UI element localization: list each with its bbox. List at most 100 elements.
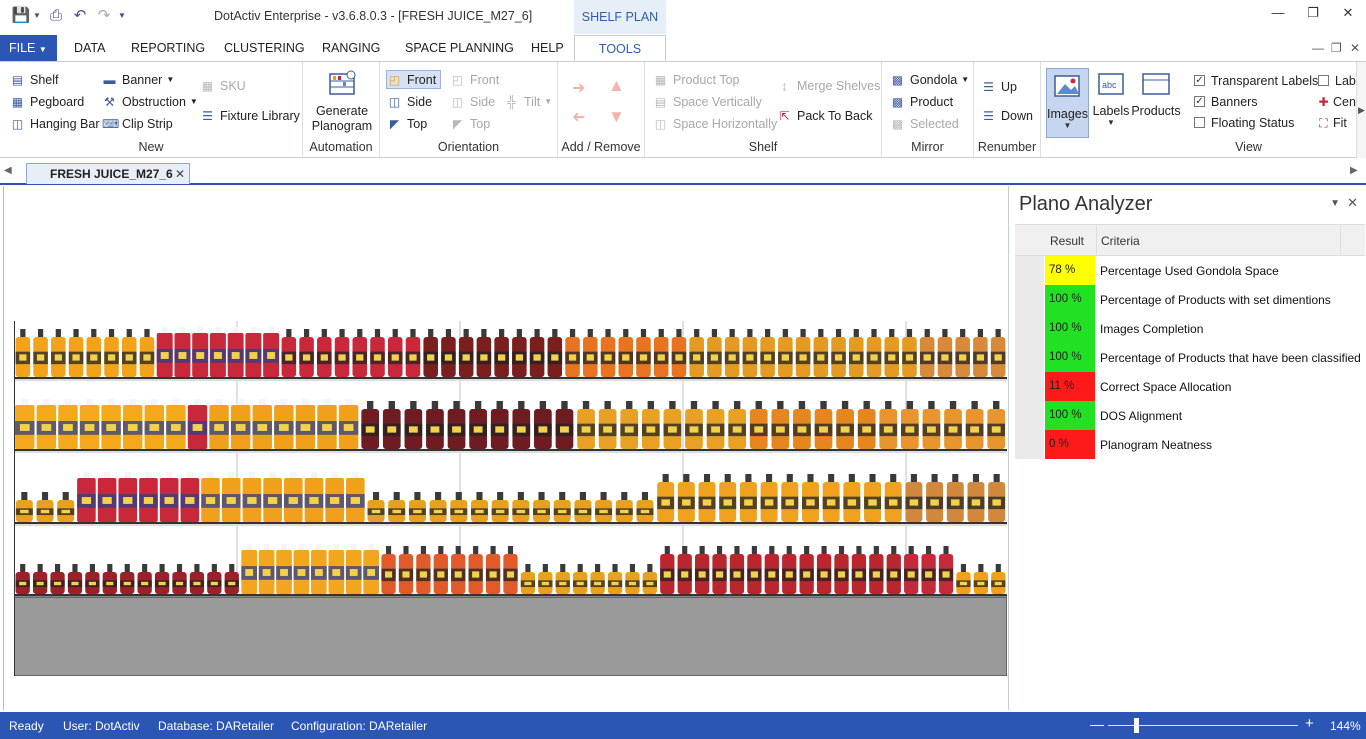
print-icon[interactable]: ⎙ bbox=[49, 6, 62, 24]
product[interactable] bbox=[416, 546, 431, 594]
product[interactable] bbox=[814, 401, 833, 449]
product[interactable] bbox=[441, 329, 456, 377]
header-result[interactable]: Result bbox=[1050, 234, 1085, 248]
product[interactable] bbox=[404, 401, 423, 449]
view-products-button[interactable]: Products bbox=[1131, 70, 1181, 118]
product[interactable] bbox=[781, 474, 799, 522]
product[interactable] bbox=[574, 492, 592, 522]
product[interactable] bbox=[534, 401, 552, 449]
document-tab[interactable]: FRESH JUICE_M27_6 ✕ bbox=[26, 163, 190, 184]
product[interactable] bbox=[869, 546, 884, 594]
product[interactable] bbox=[538, 564, 553, 594]
tab-space-planning[interactable]: SPACE PLANNING bbox=[405, 41, 514, 55]
product[interactable] bbox=[468, 546, 483, 594]
product[interactable] bbox=[851, 546, 867, 594]
product[interactable] bbox=[144, 399, 165, 449]
product[interactable] bbox=[938, 546, 954, 594]
product[interactable] bbox=[187, 399, 208, 449]
product[interactable] bbox=[15, 329, 31, 377]
product[interactable] bbox=[189, 564, 205, 594]
product[interactable] bbox=[712, 546, 727, 594]
product[interactable] bbox=[799, 546, 814, 594]
product[interactable] bbox=[476, 329, 492, 377]
product[interactable] bbox=[944, 401, 962, 449]
product[interactable] bbox=[258, 544, 275, 594]
analyzer-row[interactable]: 100 % Images Completion bbox=[1015, 314, 1365, 343]
product[interactable] bbox=[317, 399, 337, 449]
product[interactable] bbox=[172, 564, 187, 594]
product[interactable] bbox=[328, 544, 345, 594]
product[interactable] bbox=[764, 546, 779, 594]
product[interactable] bbox=[242, 472, 262, 522]
product[interactable] bbox=[760, 329, 775, 377]
product[interactable] bbox=[706, 401, 725, 449]
product[interactable] bbox=[58, 399, 78, 449]
product[interactable] bbox=[987, 401, 1006, 449]
product-top-button[interactable]: ▦ Product Top bbox=[653, 70, 740, 89]
fixture-library-button[interactable]: ☰ Fixture Library bbox=[200, 106, 300, 125]
product[interactable] bbox=[849, 329, 864, 377]
product[interactable] bbox=[879, 401, 898, 449]
product[interactable] bbox=[503, 546, 518, 594]
remove-down-icon[interactable]: ▼ bbox=[608, 107, 625, 126]
product[interactable] bbox=[512, 401, 531, 449]
product[interactable] bbox=[760, 474, 778, 522]
product[interactable] bbox=[956, 564, 971, 594]
product[interactable] bbox=[671, 329, 687, 377]
product[interactable] bbox=[902, 329, 917, 377]
merge-shelves-button[interactable]: ↨ Merge Shelves bbox=[777, 76, 881, 95]
add-right-icon[interactable]: ➜ bbox=[572, 80, 586, 97]
product[interactable] bbox=[192, 327, 209, 377]
product[interactable] bbox=[230, 399, 251, 449]
product-top-orient-button[interactable]: ◤ Top bbox=[450, 114, 490, 133]
product[interactable] bbox=[991, 564, 1006, 594]
product[interactable] bbox=[677, 546, 692, 594]
product[interactable] bbox=[209, 327, 226, 377]
product[interactable] bbox=[636, 329, 651, 377]
product[interactable] bbox=[904, 546, 919, 594]
product[interactable] bbox=[491, 492, 509, 522]
product[interactable] bbox=[955, 329, 970, 377]
product[interactable] bbox=[458, 329, 474, 377]
analyzer-row[interactable]: 100 % Percentage of Products with set dim… bbox=[1015, 285, 1365, 314]
new-pegboard-button[interactable]: ▦ Pegboard bbox=[10, 92, 84, 111]
product[interactable] bbox=[590, 564, 605, 594]
product[interactable] bbox=[689, 329, 704, 377]
mirror-product-button[interactable]: ▩ Product bbox=[890, 92, 953, 111]
product[interactable] bbox=[694, 546, 710, 594]
product[interactable] bbox=[433, 546, 448, 594]
product[interactable] bbox=[304, 472, 324, 522]
product[interactable] bbox=[946, 474, 964, 522]
product[interactable] bbox=[864, 474, 882, 522]
product[interactable] bbox=[886, 546, 901, 594]
product[interactable] bbox=[227, 327, 244, 377]
tab-help[interactable]: HELP bbox=[531, 41, 564, 55]
planogram-gondola[interactable] bbox=[14, 321, 1007, 676]
product[interactable] bbox=[139, 472, 158, 522]
minimize-icon[interactable]: — bbox=[1271, 5, 1285, 20]
product[interactable] bbox=[555, 401, 574, 449]
product[interactable] bbox=[555, 564, 570, 594]
product[interactable] bbox=[388, 492, 406, 522]
product[interactable] bbox=[485, 546, 501, 594]
product[interactable] bbox=[822, 474, 840, 522]
product[interactable] bbox=[660, 546, 675, 594]
product[interactable] bbox=[209, 399, 229, 449]
product[interactable] bbox=[311, 544, 327, 594]
product[interactable] bbox=[382, 401, 401, 449]
space-vertically-button[interactable]: ▤ Space Vertically bbox=[653, 92, 762, 111]
product[interactable] bbox=[295, 399, 316, 449]
product[interactable] bbox=[451, 546, 466, 594]
tabs-scroll-left-icon[interactable]: ◀ bbox=[4, 165, 12, 176]
banners-checkbox[interactable]: ✓ Banners bbox=[1194, 92, 1258, 111]
product[interactable] bbox=[447, 401, 466, 449]
product[interactable] bbox=[166, 399, 186, 449]
product[interactable] bbox=[919, 329, 935, 377]
restore-icon[interactable]: ❐ bbox=[1307, 5, 1319, 20]
renumber-down-button[interactable]: ☰ Down bbox=[981, 106, 1033, 125]
product[interactable] bbox=[352, 329, 368, 377]
product[interactable] bbox=[281, 329, 297, 377]
product[interactable] bbox=[620, 401, 639, 449]
product[interactable] bbox=[293, 544, 310, 594]
analyzer-row[interactable]: 78 % Percentage Used Gondola Space bbox=[1015, 256, 1365, 285]
